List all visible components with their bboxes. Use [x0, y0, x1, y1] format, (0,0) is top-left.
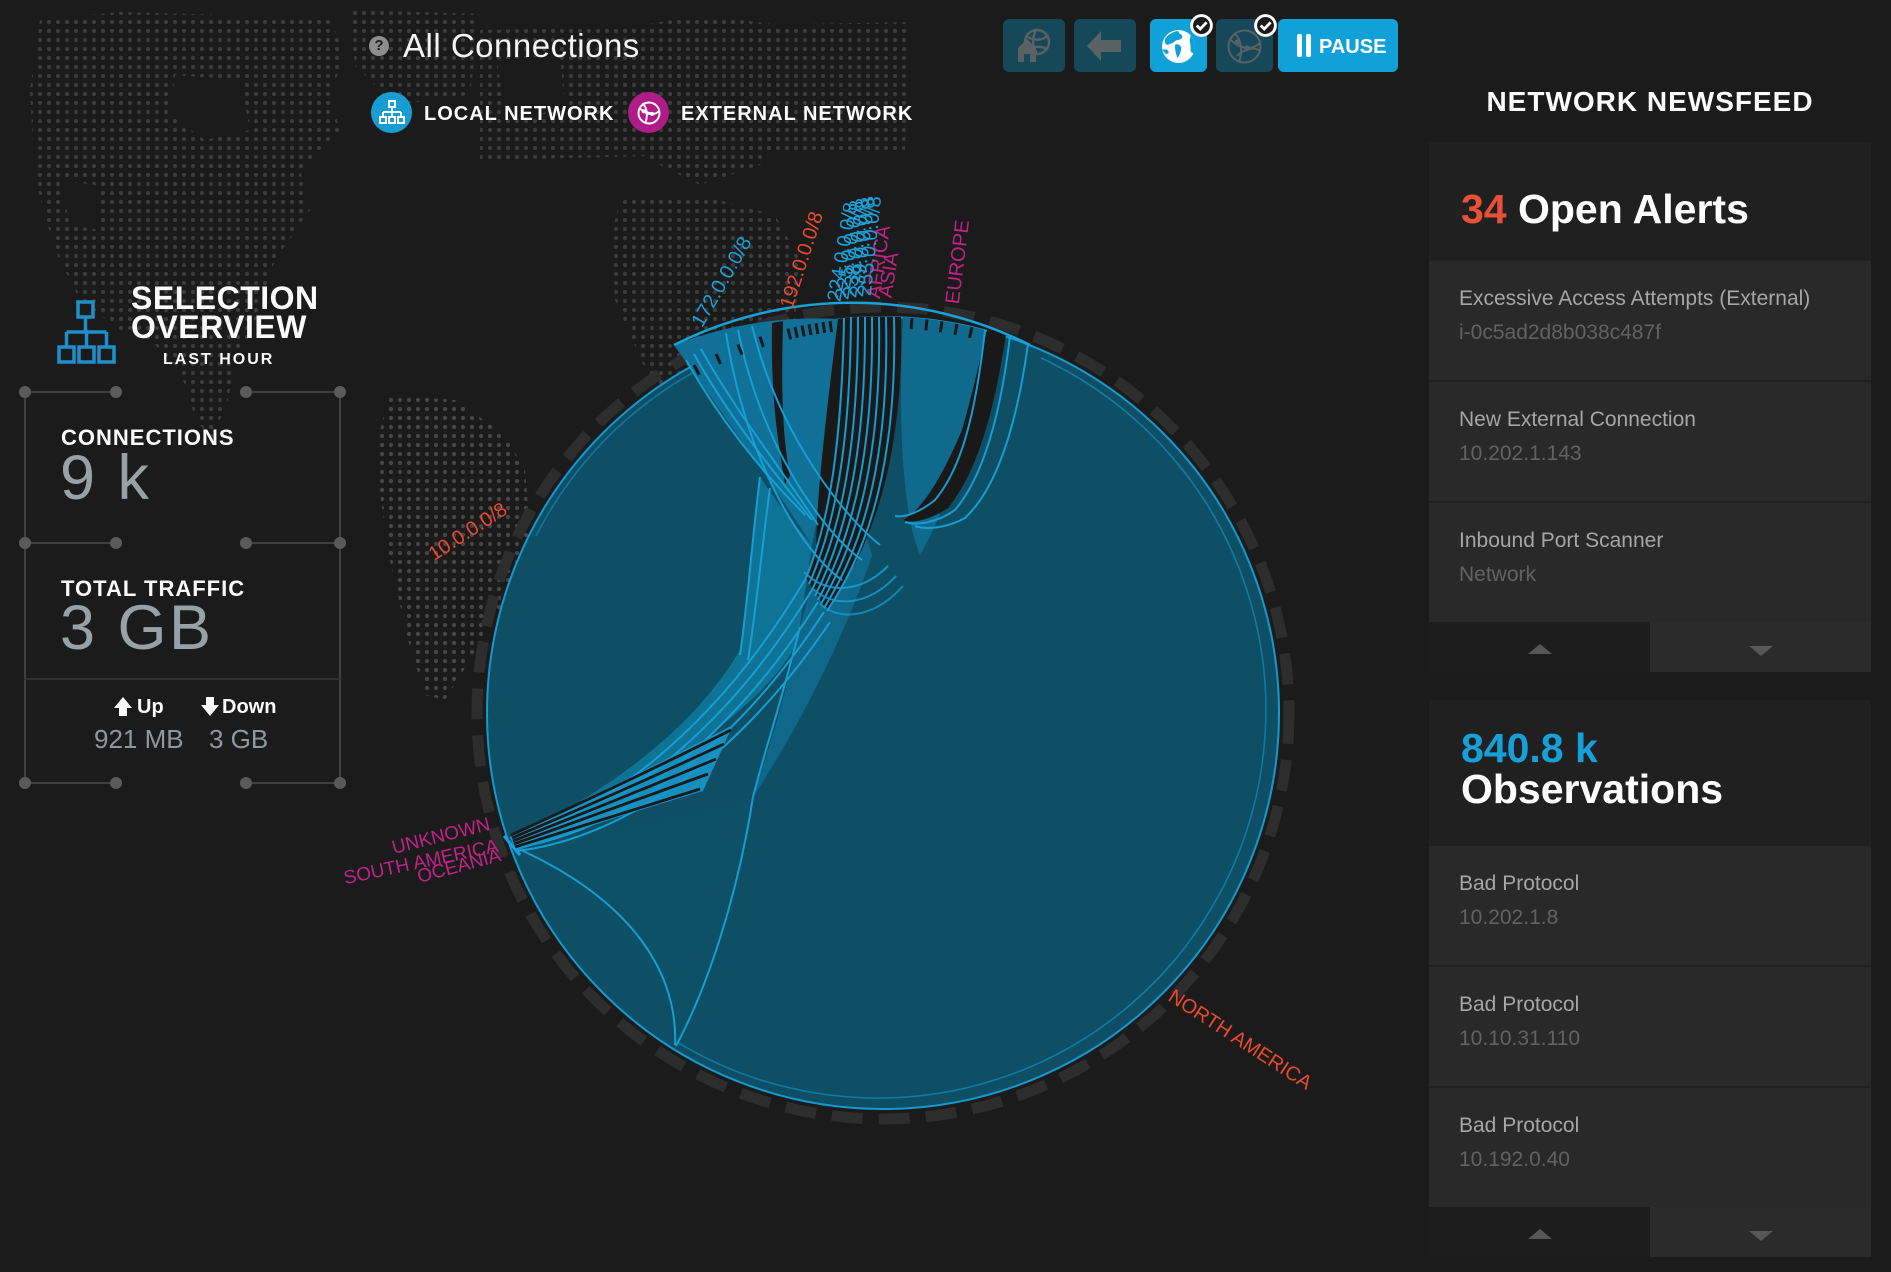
svg-text:NORTH AMERICA: NORTH AMERICA: [1164, 985, 1316, 1094]
svg-text:EUROPE: EUROPE: [942, 219, 974, 306]
